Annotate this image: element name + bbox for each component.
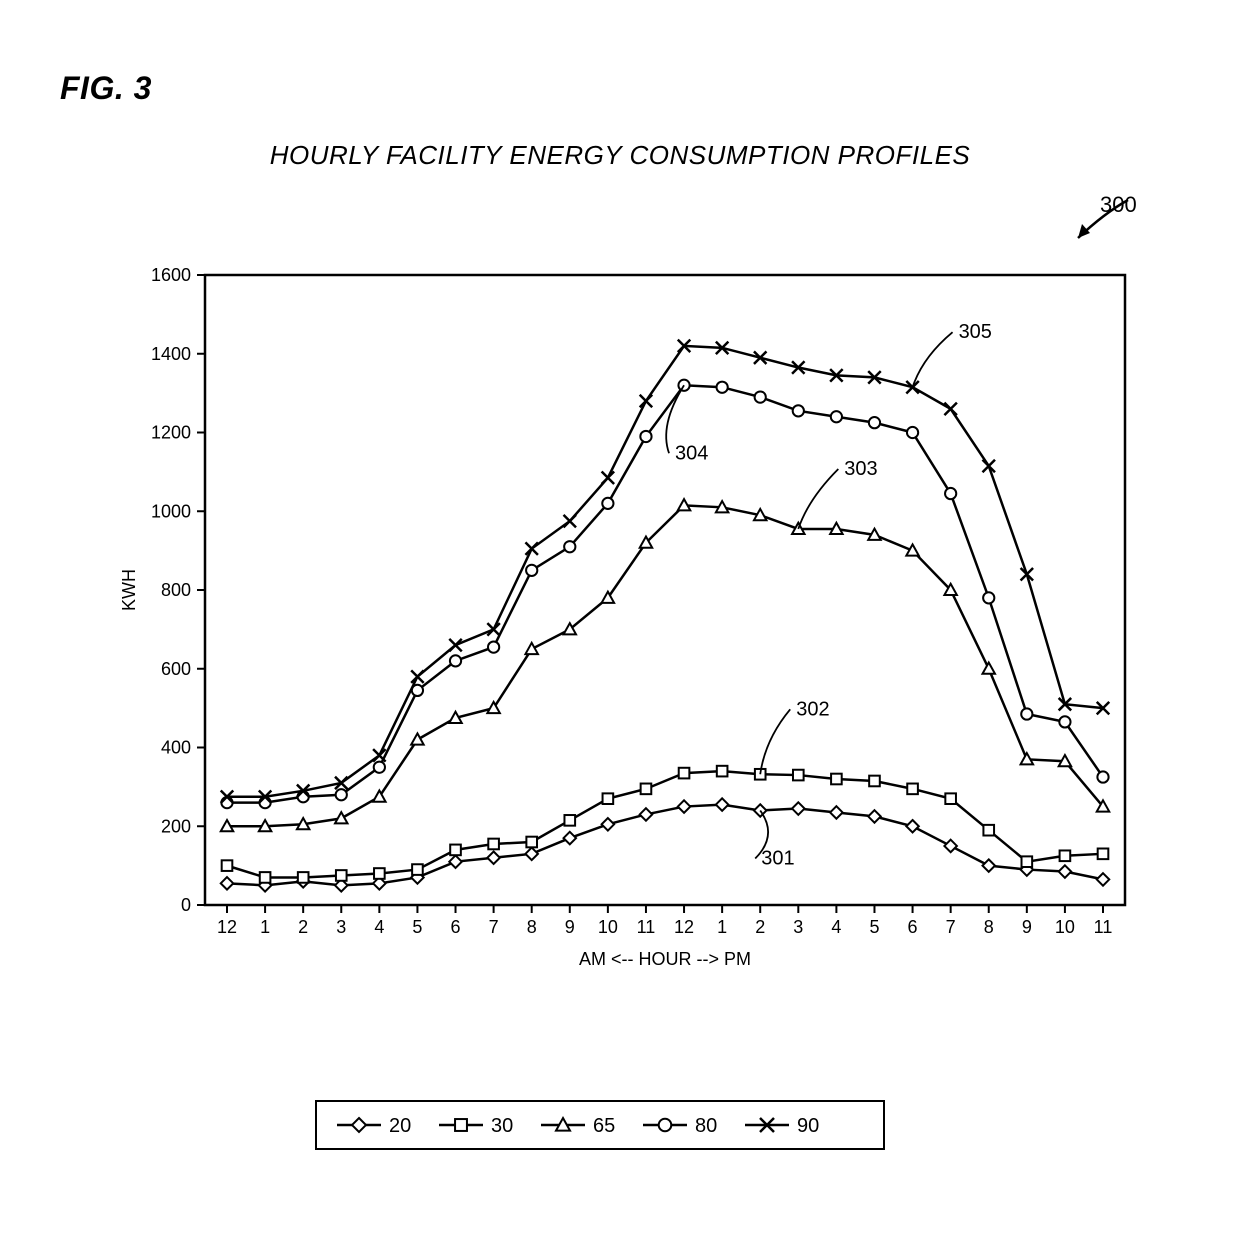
legend-item-90: 90 [797,1115,819,1137]
legend-item-20: 20 [389,1115,411,1137]
series-ref-302: 302 [796,698,829,720]
svg-text:2: 2 [298,917,308,937]
svg-text:12: 12 [217,917,237,937]
svg-text:7: 7 [946,917,956,937]
svg-text:12: 12 [674,917,694,937]
svg-text:1600: 1600 [151,265,191,285]
svg-text:6: 6 [908,917,918,937]
svg-text:11: 11 [1094,917,1113,937]
svg-text:200: 200 [161,816,191,836]
svg-text:9: 9 [1022,917,1032,937]
energy-chart: 02004006008001000120014001600KWH12123456… [100,255,1160,1015]
svg-text:3: 3 [336,917,346,937]
ref-300-label: 300 [1100,192,1137,218]
svg-text:4: 4 [374,917,384,937]
svg-text:5: 5 [869,917,879,937]
svg-text:10: 10 [1055,917,1075,937]
svg-text:4: 4 [831,917,841,937]
y-axis-label: KWH [119,569,139,611]
svg-text:800: 800 [161,580,191,600]
svg-text:1: 1 [260,917,270,937]
svg-text:8: 8 [527,917,537,937]
series-ref-304: 304 [675,442,708,464]
svg-text:8: 8 [984,917,994,937]
svg-text:11: 11 [637,917,656,937]
svg-text:9: 9 [565,917,575,937]
svg-text:1000: 1000 [151,501,191,521]
legend-item-65: 65 [593,1115,615,1137]
svg-text:400: 400 [161,738,191,758]
svg-text:5: 5 [412,917,422,937]
legend-item-30: 30 [491,1115,513,1137]
series-ref-301: 301 [761,848,794,870]
legend-item-80: 80 [695,1115,717,1137]
chart-title: HOURLY FACILITY ENERGY CONSUMPTION PROFI… [0,140,1240,171]
figure-label: FIG. 3 [60,70,152,107]
svg-text:1200: 1200 [151,423,191,443]
svg-text:1400: 1400 [151,344,191,364]
svg-text:10: 10 [598,917,618,937]
chart-legend: 20 30 65 80 90 [315,1100,885,1150]
svg-text:3: 3 [793,917,803,937]
svg-text:1: 1 [717,917,727,937]
page: { "figure_label": "FIG. 3", "chart_title… [0,0,1240,1234]
x-axis-label: AM <-- HOUR --> PM [579,949,751,969]
svg-text:6: 6 [451,917,461,937]
svg-text:600: 600 [161,659,191,679]
series-ref-303: 303 [844,458,877,480]
series-ref-305: 305 [959,321,992,343]
svg-text:7: 7 [489,917,499,937]
svg-text:0: 0 [181,895,191,915]
svg-text:2: 2 [755,917,765,937]
